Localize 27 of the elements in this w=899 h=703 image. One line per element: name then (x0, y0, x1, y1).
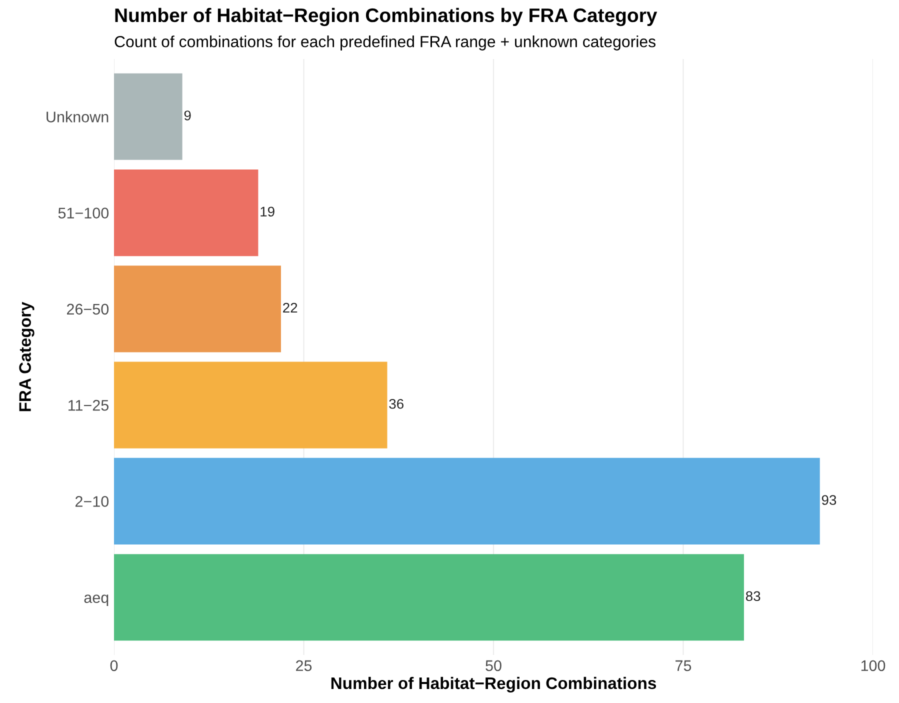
x-tick-label: 25 (296, 660, 312, 672)
bar (114, 73, 182, 160)
y-tick-label: 11−25 (68, 400, 108, 411)
y-tick-label: 26−50 (67, 304, 109, 315)
bar (114, 362, 388, 448)
data-label: 22 (283, 302, 298, 313)
data-label: 36 (389, 398, 404, 409)
x-tick-label: 50 (486, 660, 502, 672)
x-tick-label: 75 (676, 660, 692, 672)
y-tick-label: 51−100 (58, 208, 109, 218)
data-label: 83 (746, 591, 760, 602)
data-label: 93 (822, 495, 836, 505)
y-tick-label: aeq (84, 594, 108, 606)
data-label: 9 (184, 110, 191, 120)
y-axis-title: FRA Category (19, 302, 34, 412)
data-label: 19 (260, 206, 274, 217)
bar (114, 170, 258, 256)
y-tick-label: Unknown (46, 111, 108, 122)
x-tick-label: 100 (861, 660, 886, 672)
bar (114, 458, 820, 544)
y-tick-label: 2−10 (75, 496, 109, 507)
chart-subtitle: Count of combinations for each predefined FRA range + unknown categories (114, 36, 656, 50)
chart-title: Number of Habitat−Region Combinations by FRA Category (115, 8, 658, 26)
bar (114, 266, 281, 352)
bar (114, 554, 744, 641)
x-tick-label: 0 (110, 660, 118, 672)
x-axis-title: Number of Habitat−Region Combinations (331, 676, 656, 692)
